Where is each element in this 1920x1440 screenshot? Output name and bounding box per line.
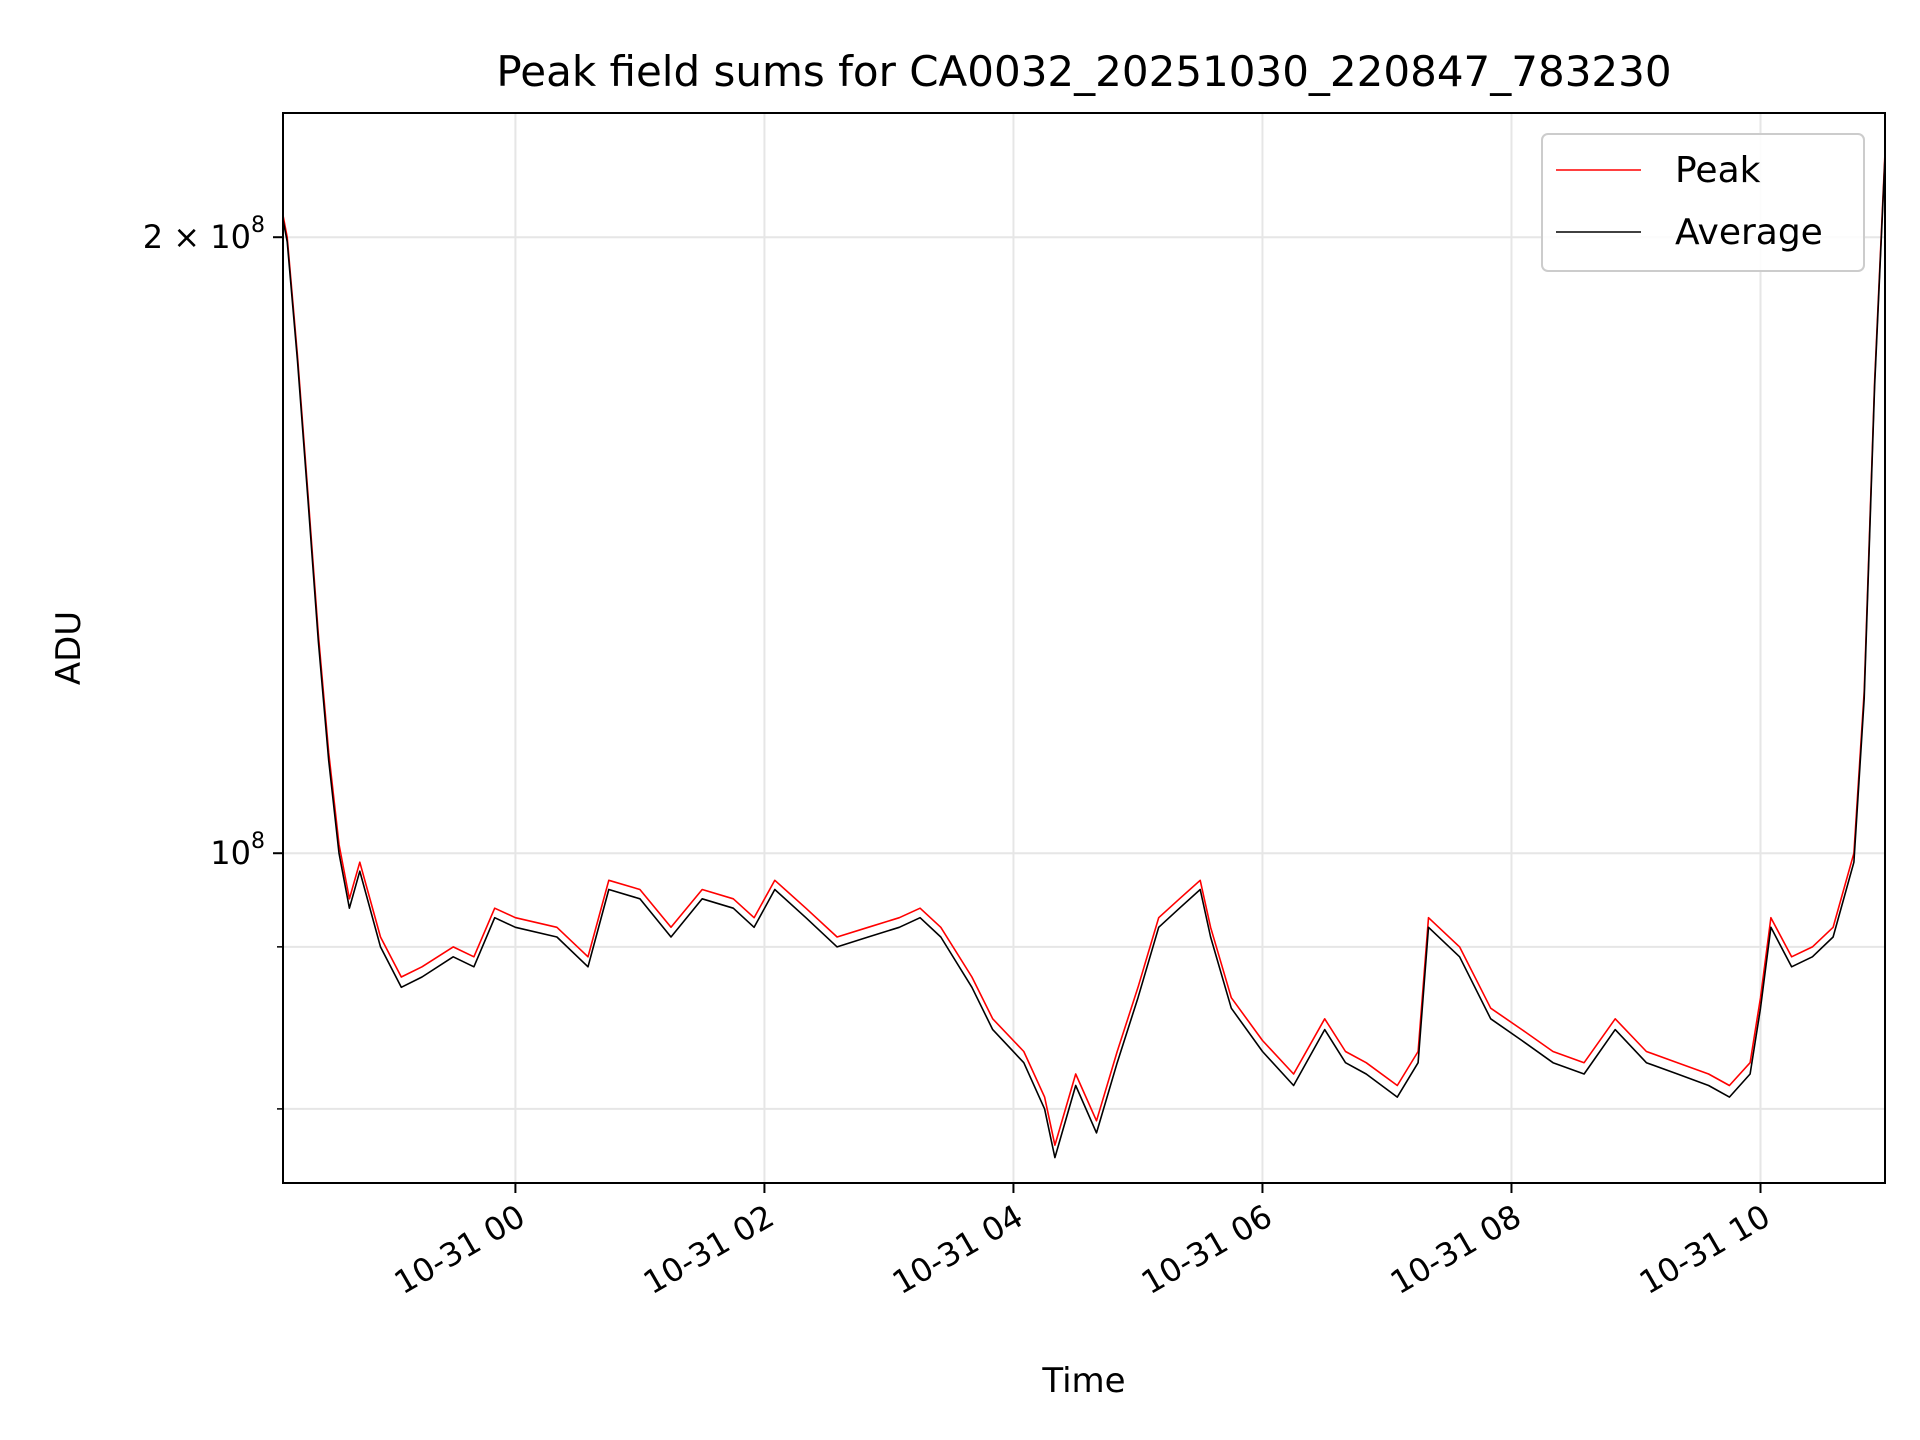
series-layer	[282, 152, 1886, 1159]
series-line-peak	[282, 152, 1886, 1146]
x-axis-label: Time	[1041, 1361, 1125, 1401]
legend-frame	[1541, 133, 1865, 272]
y-tick-label: 2 × 108	[143, 213, 265, 256]
series-line-average	[282, 156, 1886, 1159]
chart-title: Peak field sums for CA0032_20251030_2208…	[496, 47, 1671, 96]
y-axis-label: ADU	[49, 611, 89, 685]
legend-label-peak: Peak	[1675, 150, 1761, 191]
legend: Peak Average	[1541, 133, 1865, 272]
plot-frame	[282, 112, 1886, 1184]
legend-label-average: Average	[1675, 212, 1823, 253]
